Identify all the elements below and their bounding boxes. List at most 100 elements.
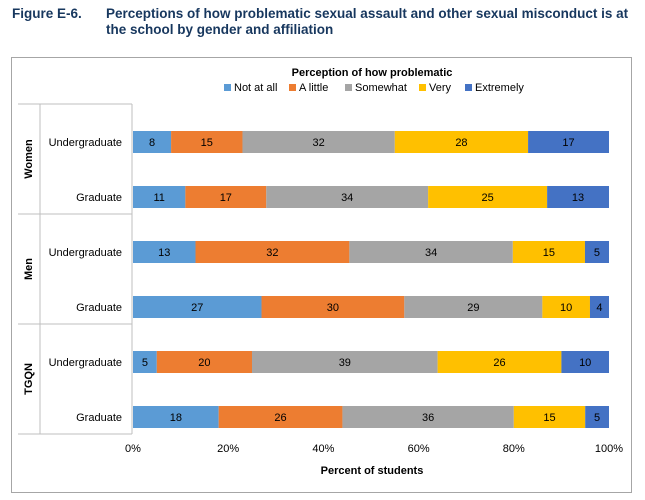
- data-label: 15: [543, 247, 555, 259]
- x-tick-label: 60%: [408, 443, 430, 455]
- bar-tgqn-graduate-extremely: 5: [585, 406, 609, 428]
- bar-tgqn-undergraduate-somewhat: 39: [252, 351, 438, 373]
- legend-item-a-little: A little: [289, 82, 328, 94]
- bar-segment: [185, 186, 267, 208]
- x-axis-ticks: 0% 20% 40% 60% 80% 100%: [125, 443, 623, 455]
- data-label: 5: [594, 412, 600, 424]
- bar-women-undergraduate-very: 28: [394, 131, 529, 153]
- category-label-undergraduate: Undergraduate: [49, 357, 122, 369]
- bar-tgqn-undergraduate-very: 26: [437, 351, 562, 373]
- legend: Not at all A little Somewhat Very Extremely: [224, 82, 524, 94]
- figure-title: Perceptions of how problematic sexual as…: [106, 6, 629, 37]
- bar-segment: [133, 406, 219, 428]
- category-label-graduate: Graduate: [76, 412, 122, 424]
- bar-segment: [133, 296, 262, 318]
- bar-tgqn-graduate-very: 15: [513, 406, 586, 428]
- bar-men-undergraduate-somewhat: 34: [349, 241, 513, 263]
- data-label: 15: [201, 137, 213, 149]
- x-tick-label: 100%: [595, 443, 623, 455]
- bar-tgqn-undergraduate-extremely: 10: [561, 351, 609, 373]
- bar-segment: [261, 296, 405, 318]
- bar-segment: [133, 131, 172, 153]
- bar-segment: [528, 131, 609, 153]
- data-label: 26: [274, 412, 286, 424]
- x-tick-label: 80%: [503, 443, 525, 455]
- bars: 8 15 32 28 17 11 17 34 25 13 13 32 34 15 5 27 30 29 10 4 5 20…: [133, 131, 609, 428]
- x-axis-title: Percent of students: [321, 465, 424, 477]
- legend-label: Somewhat: [355, 82, 407, 94]
- category-label-undergraduate: Undergraduate: [49, 137, 122, 149]
- bar-segment: [547, 186, 609, 208]
- bar-men-undergraduate-extremely: 5: [584, 241, 609, 263]
- bar-men-undergraduate-very: 15: [512, 241, 585, 263]
- bar-segment: [266, 186, 429, 208]
- category-label-graduate: Graduate: [76, 192, 122, 204]
- legend-item-somewhat: Somewhat: [345, 82, 407, 94]
- bar-segment: [133, 241, 196, 263]
- bar-women-undergraduate-extremely: 17: [528, 131, 609, 153]
- data-label: 36: [422, 412, 434, 424]
- legend-label: A little: [299, 82, 328, 94]
- bar-segment: [437, 351, 562, 373]
- legend-item-extremely: Extremely: [465, 82, 524, 94]
- data-label: 30: [327, 302, 339, 314]
- bar-segment: [513, 406, 586, 428]
- legend-swatch: [289, 84, 296, 91]
- bar-women-graduate-very: 25: [428, 186, 548, 208]
- bar-men-undergraduate-not-at-all: 13: [133, 241, 196, 263]
- data-label: 15: [543, 412, 555, 424]
- data-label: 25: [481, 192, 493, 204]
- bar-segment: [133, 186, 186, 208]
- data-label: 34: [341, 192, 353, 204]
- bar-segment: [404, 296, 543, 318]
- bar-tgqn-undergraduate-a-little: 20: [156, 351, 252, 373]
- chart-frame: [11, 57, 632, 493]
- data-label: 11: [153, 192, 164, 204]
- data-label: 32: [266, 247, 278, 259]
- data-label: 8: [149, 137, 155, 149]
- data-label: 27: [191, 302, 203, 314]
- bar-segment: [195, 241, 350, 263]
- legend-label: Extremely: [475, 82, 524, 94]
- group-label-women: Women: [23, 139, 35, 179]
- bar-segment: [133, 351, 157, 373]
- x-tick-label: 20%: [217, 443, 239, 455]
- group-label-men: Men: [23, 258, 35, 280]
- legend-item-not-at-all: Not at all: [224, 82, 277, 94]
- x-tick-label: 0%: [125, 443, 141, 455]
- data-label: 5: [594, 247, 600, 259]
- bar-women-graduate-a-little: 17: [185, 186, 267, 208]
- data-label: 17: [220, 192, 232, 204]
- bar-men-graduate-a-little: 30: [261, 296, 405, 318]
- bar-segment: [218, 406, 343, 428]
- bar-men-graduate-not-at-all: 27: [133, 296, 262, 318]
- bar-segment: [585, 406, 609, 428]
- data-label: 20: [198, 357, 210, 369]
- group-label-tgqn: TGQN: [23, 363, 35, 395]
- legend-swatch: [345, 84, 352, 91]
- category-label-undergraduate: Undergraduate: [49, 247, 122, 259]
- axes: [18, 103, 133, 435]
- legend-swatch: [419, 84, 426, 91]
- x-tick-label: 40%: [312, 443, 334, 455]
- bar-segment: [252, 351, 438, 373]
- data-label: 4: [596, 302, 602, 314]
- bar-segment: [342, 406, 514, 428]
- bar-women-undergraduate-a-little: 15: [171, 131, 243, 153]
- legend-swatch: [465, 84, 472, 91]
- category-labels: Women Undergraduate Graduate Men Undergradua…: [23, 137, 122, 424]
- bar-segment: [542, 296, 590, 318]
- data-label: 28: [455, 137, 467, 149]
- data-label: 5: [142, 357, 148, 369]
- data-label: 29: [467, 302, 479, 314]
- bar-tgqn-graduate-a-little: 26: [218, 406, 343, 428]
- legend-label: Very: [429, 82, 452, 94]
- bar-segment: [394, 131, 529, 153]
- bar-men-graduate-somewhat: 29: [404, 296, 543, 318]
- data-label: 32: [313, 137, 325, 149]
- data-label: 26: [493, 357, 505, 369]
- bar-segment: [589, 296, 609, 318]
- bar-segment: [349, 241, 513, 263]
- legend-title: Perception of how problematic: [292, 67, 453, 79]
- category-label-graduate: Graduate: [76, 302, 122, 314]
